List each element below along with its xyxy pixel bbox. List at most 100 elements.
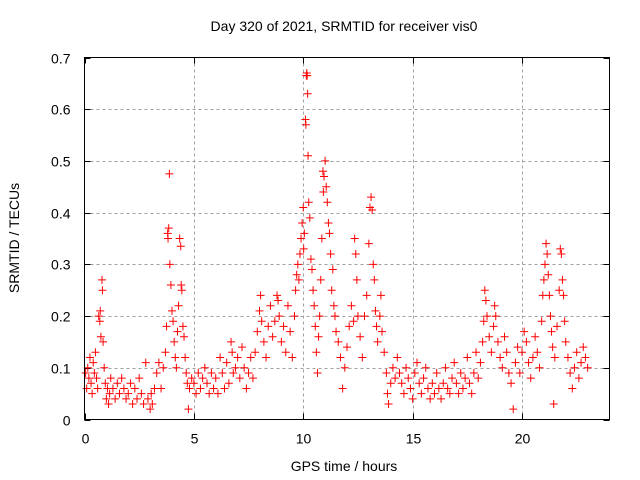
data-point [318,167,327,176]
data-point [479,317,488,326]
data-point [432,368,441,377]
data-point [502,348,511,357]
data-point [168,306,176,315]
data-point [171,353,180,362]
data-point [490,301,499,310]
data-point [211,374,220,383]
data-point [304,151,313,160]
data-point [101,379,110,388]
data-point [568,384,577,393]
data-point [251,348,260,357]
data-point [141,358,150,367]
data-point [299,244,308,253]
data-point [298,218,307,227]
data-point [547,327,556,336]
data-point [273,291,281,300]
data-point [500,332,509,341]
data-point [461,374,470,383]
data-point [178,322,187,331]
x-tick-label: 10 [296,431,312,447]
data-point [448,374,456,383]
data-point [489,322,498,331]
data-point [139,399,148,408]
data-point [507,379,516,388]
data-point [476,358,485,367]
data-point [437,394,446,403]
data-point [200,363,209,372]
data-point [229,368,238,377]
data-point [347,301,356,310]
data-point [328,265,337,274]
data-point [259,337,268,346]
data-point [277,337,286,346]
data-point [483,312,491,321]
data-point [91,348,100,357]
data-point [98,275,106,284]
data-point [360,312,369,321]
data-point [391,374,400,383]
axis-ticks: 0 0.1 0.2 0.3 0.4 0.5 0.6 0.7 0 5 10 15 20 [51,51,610,447]
data-point [84,374,93,383]
data-point [161,348,170,357]
data-point [388,363,397,372]
y-tick-label: 0.4 [51,206,71,222]
chart-title: Day 320 of 2021, SRMTID for receiver vis… [211,18,478,34]
data-point [246,353,255,362]
data-point [257,317,266,326]
data-point [581,353,590,362]
data-point [283,301,292,310]
data-point [518,348,526,357]
data-point [288,353,297,362]
data-point [428,379,437,388]
data-point [233,353,242,362]
data-point [279,322,288,331]
data-point [238,343,246,352]
data-point [100,363,109,372]
data-point [154,358,163,367]
data-point [320,172,329,181]
data-point [487,348,496,357]
data-point [317,234,326,243]
data-point [89,358,98,367]
data-point [397,379,406,388]
data-point [561,337,570,346]
data-point [542,239,551,248]
data-point [105,389,114,398]
data-point [322,182,331,191]
data-point [474,374,483,383]
data-point [526,374,535,383]
data-point [480,286,489,295]
data-point [373,337,382,346]
data-point [264,322,273,331]
data-point [332,327,341,336]
y-tick-label: 0.7 [51,51,71,67]
data-point [99,337,108,346]
data-point [395,368,404,377]
data-point [301,120,310,129]
data-point [216,353,225,362]
data-point [336,353,345,362]
data-point [458,384,467,393]
data-point [218,368,227,377]
data-point [415,379,424,388]
data-points [81,69,592,414]
data-point [543,250,552,259]
data-point [104,399,113,408]
data-point [170,337,179,346]
data-point [441,363,450,372]
data-point [324,218,333,227]
data-point [352,275,361,284]
data-point [560,317,569,326]
data-point [399,389,408,398]
data-point [439,379,448,388]
data-point [386,379,395,388]
data-point [548,343,557,352]
data-point [240,363,249,372]
plot-frame [84,57,610,420]
data-point [300,229,309,238]
data-point [146,405,155,414]
data-point [423,384,432,393]
data-point [262,353,271,362]
data-point [343,343,351,352]
data-point [128,399,137,408]
